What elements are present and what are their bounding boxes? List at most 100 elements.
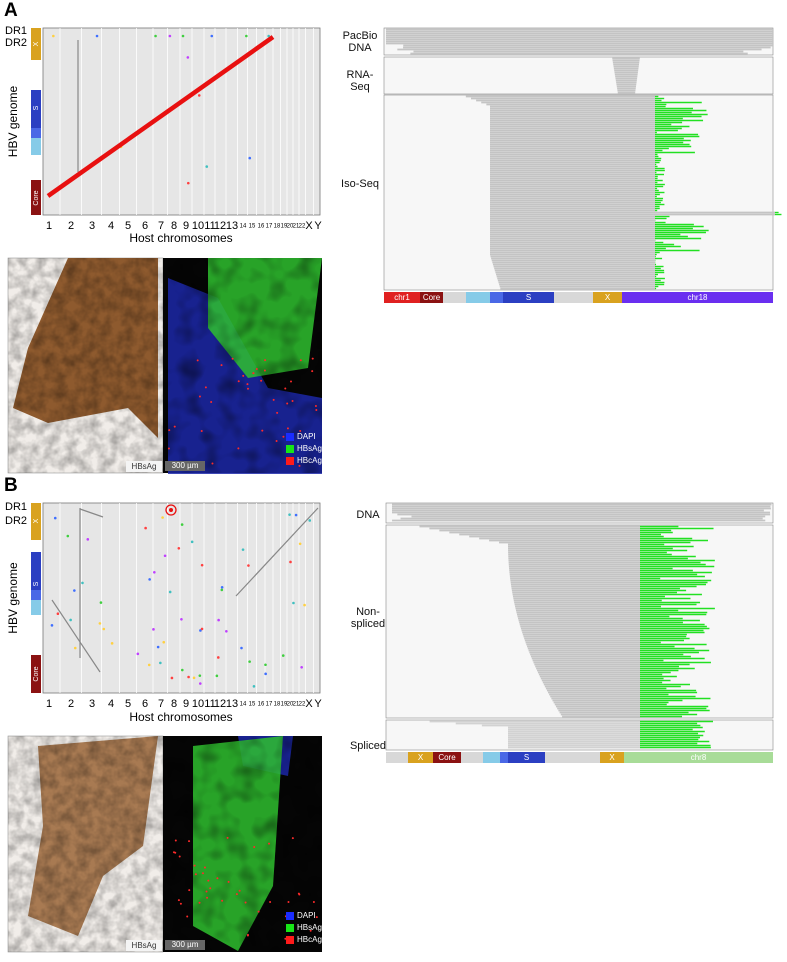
x-tick-label: 19 bbox=[281, 224, 288, 230]
junction-dot bbox=[147, 663, 151, 667]
plot-area bbox=[42, 27, 321, 216]
reference-segment-label: S bbox=[524, 753, 529, 762]
if-red-cell bbox=[173, 425, 176, 428]
junction-line bbox=[79, 508, 104, 518]
genome-segment-label: S bbox=[33, 105, 40, 110]
track-label: RNA-Seq bbox=[346, 69, 374, 93]
if-red-cell bbox=[299, 359, 302, 362]
y-axis-label: HBV genome bbox=[6, 562, 20, 634]
x-tick-label: 11 bbox=[204, 698, 215, 710]
if-red-cell bbox=[298, 893, 301, 896]
if-red-cell bbox=[193, 864, 196, 867]
genome-segment-label: Core bbox=[33, 666, 40, 681]
junction-dot bbox=[81, 581, 84, 585]
junction-dot bbox=[73, 646, 77, 650]
x-tick-label: 8 bbox=[171, 220, 177, 232]
junction-dot bbox=[102, 627, 106, 631]
junction-dot bbox=[241, 548, 245, 551]
reference-segment-label: chr1 bbox=[394, 293, 410, 302]
reference-segment bbox=[483, 752, 500, 763]
if-red-cell bbox=[315, 408, 318, 411]
if-red-cell bbox=[207, 879, 210, 882]
reference-segment-label: S bbox=[526, 293, 531, 302]
if-red-cell bbox=[200, 429, 203, 432]
x-tick-label: 10 bbox=[192, 220, 204, 232]
if-red-cell bbox=[290, 380, 293, 383]
x-tick-label: 14 bbox=[240, 224, 247, 230]
reference-segment bbox=[443, 292, 466, 303]
legend-label: HBsAg bbox=[297, 923, 322, 932]
junction-dot bbox=[186, 56, 190, 59]
if-red-cell bbox=[286, 427, 289, 430]
genome-segment bbox=[31, 28, 41, 60]
junction-dot bbox=[240, 646, 243, 650]
reference-segment bbox=[433, 752, 461, 763]
track-label: DNA bbox=[356, 509, 380, 521]
junction-dot bbox=[180, 617, 183, 621]
junction-dot bbox=[220, 586, 224, 589]
if-red-cell bbox=[168, 429, 171, 432]
junction-dot bbox=[53, 516, 57, 520]
junction-dot bbox=[163, 554, 167, 558]
if-red-cell bbox=[309, 929, 312, 932]
junction-dot bbox=[264, 663, 267, 667]
junction-dot bbox=[66, 534, 70, 538]
if-red-cell bbox=[291, 399, 294, 402]
reference-segment bbox=[461, 752, 483, 763]
junction-line bbox=[46, 35, 275, 198]
reference-segment-label: Core bbox=[423, 293, 441, 302]
if-red-cell bbox=[238, 889, 241, 892]
junction-dot bbox=[292, 601, 295, 605]
junction-dot bbox=[56, 612, 60, 616]
if-red-cell bbox=[269, 901, 272, 904]
if-red-cell bbox=[179, 902, 182, 905]
junction-dot bbox=[288, 513, 291, 516]
x-tick-label: 15 bbox=[249, 224, 256, 230]
scale-bar-label: 300 µm bbox=[172, 461, 199, 470]
if-texture bbox=[163, 258, 322, 473]
genome-segment-label: Core bbox=[33, 190, 40, 205]
junction-dot bbox=[300, 665, 303, 669]
legend-swatch bbox=[286, 433, 294, 441]
genome-segment bbox=[31, 90, 41, 128]
x-tick-label: 14 bbox=[240, 702, 247, 708]
x-tick-label: X bbox=[305, 220, 313, 232]
if-red-cell bbox=[186, 915, 189, 918]
reference-segment bbox=[545, 752, 600, 763]
genome-segment-label: S bbox=[33, 581, 40, 586]
junction-dot bbox=[144, 526, 147, 530]
genome-segment bbox=[31, 590, 41, 600]
x-tick-label: 3 bbox=[89, 220, 95, 232]
reference-segment bbox=[600, 752, 624, 763]
junction-dot bbox=[50, 624, 54, 627]
if-red-cell bbox=[312, 901, 315, 904]
reference-segment bbox=[408, 752, 433, 763]
if-red-cell bbox=[211, 462, 214, 465]
if-red-cell bbox=[206, 896, 209, 899]
if-red-cell bbox=[261, 429, 264, 432]
junction-dot bbox=[210, 34, 214, 38]
genome-segment bbox=[31, 128, 41, 138]
x-tick-label: 3 bbox=[89, 698, 95, 710]
if-red-cell bbox=[282, 435, 285, 438]
junction-dot bbox=[298, 542, 302, 546]
track-label: Spliced bbox=[349, 740, 387, 752]
if-red-cell bbox=[264, 359, 267, 362]
legend-swatch bbox=[286, 924, 294, 932]
x-tick-label: 20 bbox=[287, 702, 294, 708]
x-tick-label: 22 bbox=[299, 702, 306, 708]
junction-dot bbox=[69, 618, 72, 622]
reference-segment-label: X bbox=[605, 293, 611, 302]
junction-dot bbox=[197, 94, 201, 97]
if-red-cell bbox=[246, 934, 249, 937]
if-red-cell bbox=[196, 359, 199, 362]
x-tick-label: 16 bbox=[258, 224, 265, 230]
reference-segment-label: chr8 bbox=[691, 753, 707, 762]
if-red-cell bbox=[231, 357, 234, 360]
if-red-cell bbox=[276, 411, 279, 414]
genome-segment-label: X bbox=[33, 518, 40, 523]
if-red-cell bbox=[205, 890, 208, 893]
x-tick-label: 4 bbox=[108, 698, 114, 710]
junction-dot bbox=[264, 672, 267, 676]
